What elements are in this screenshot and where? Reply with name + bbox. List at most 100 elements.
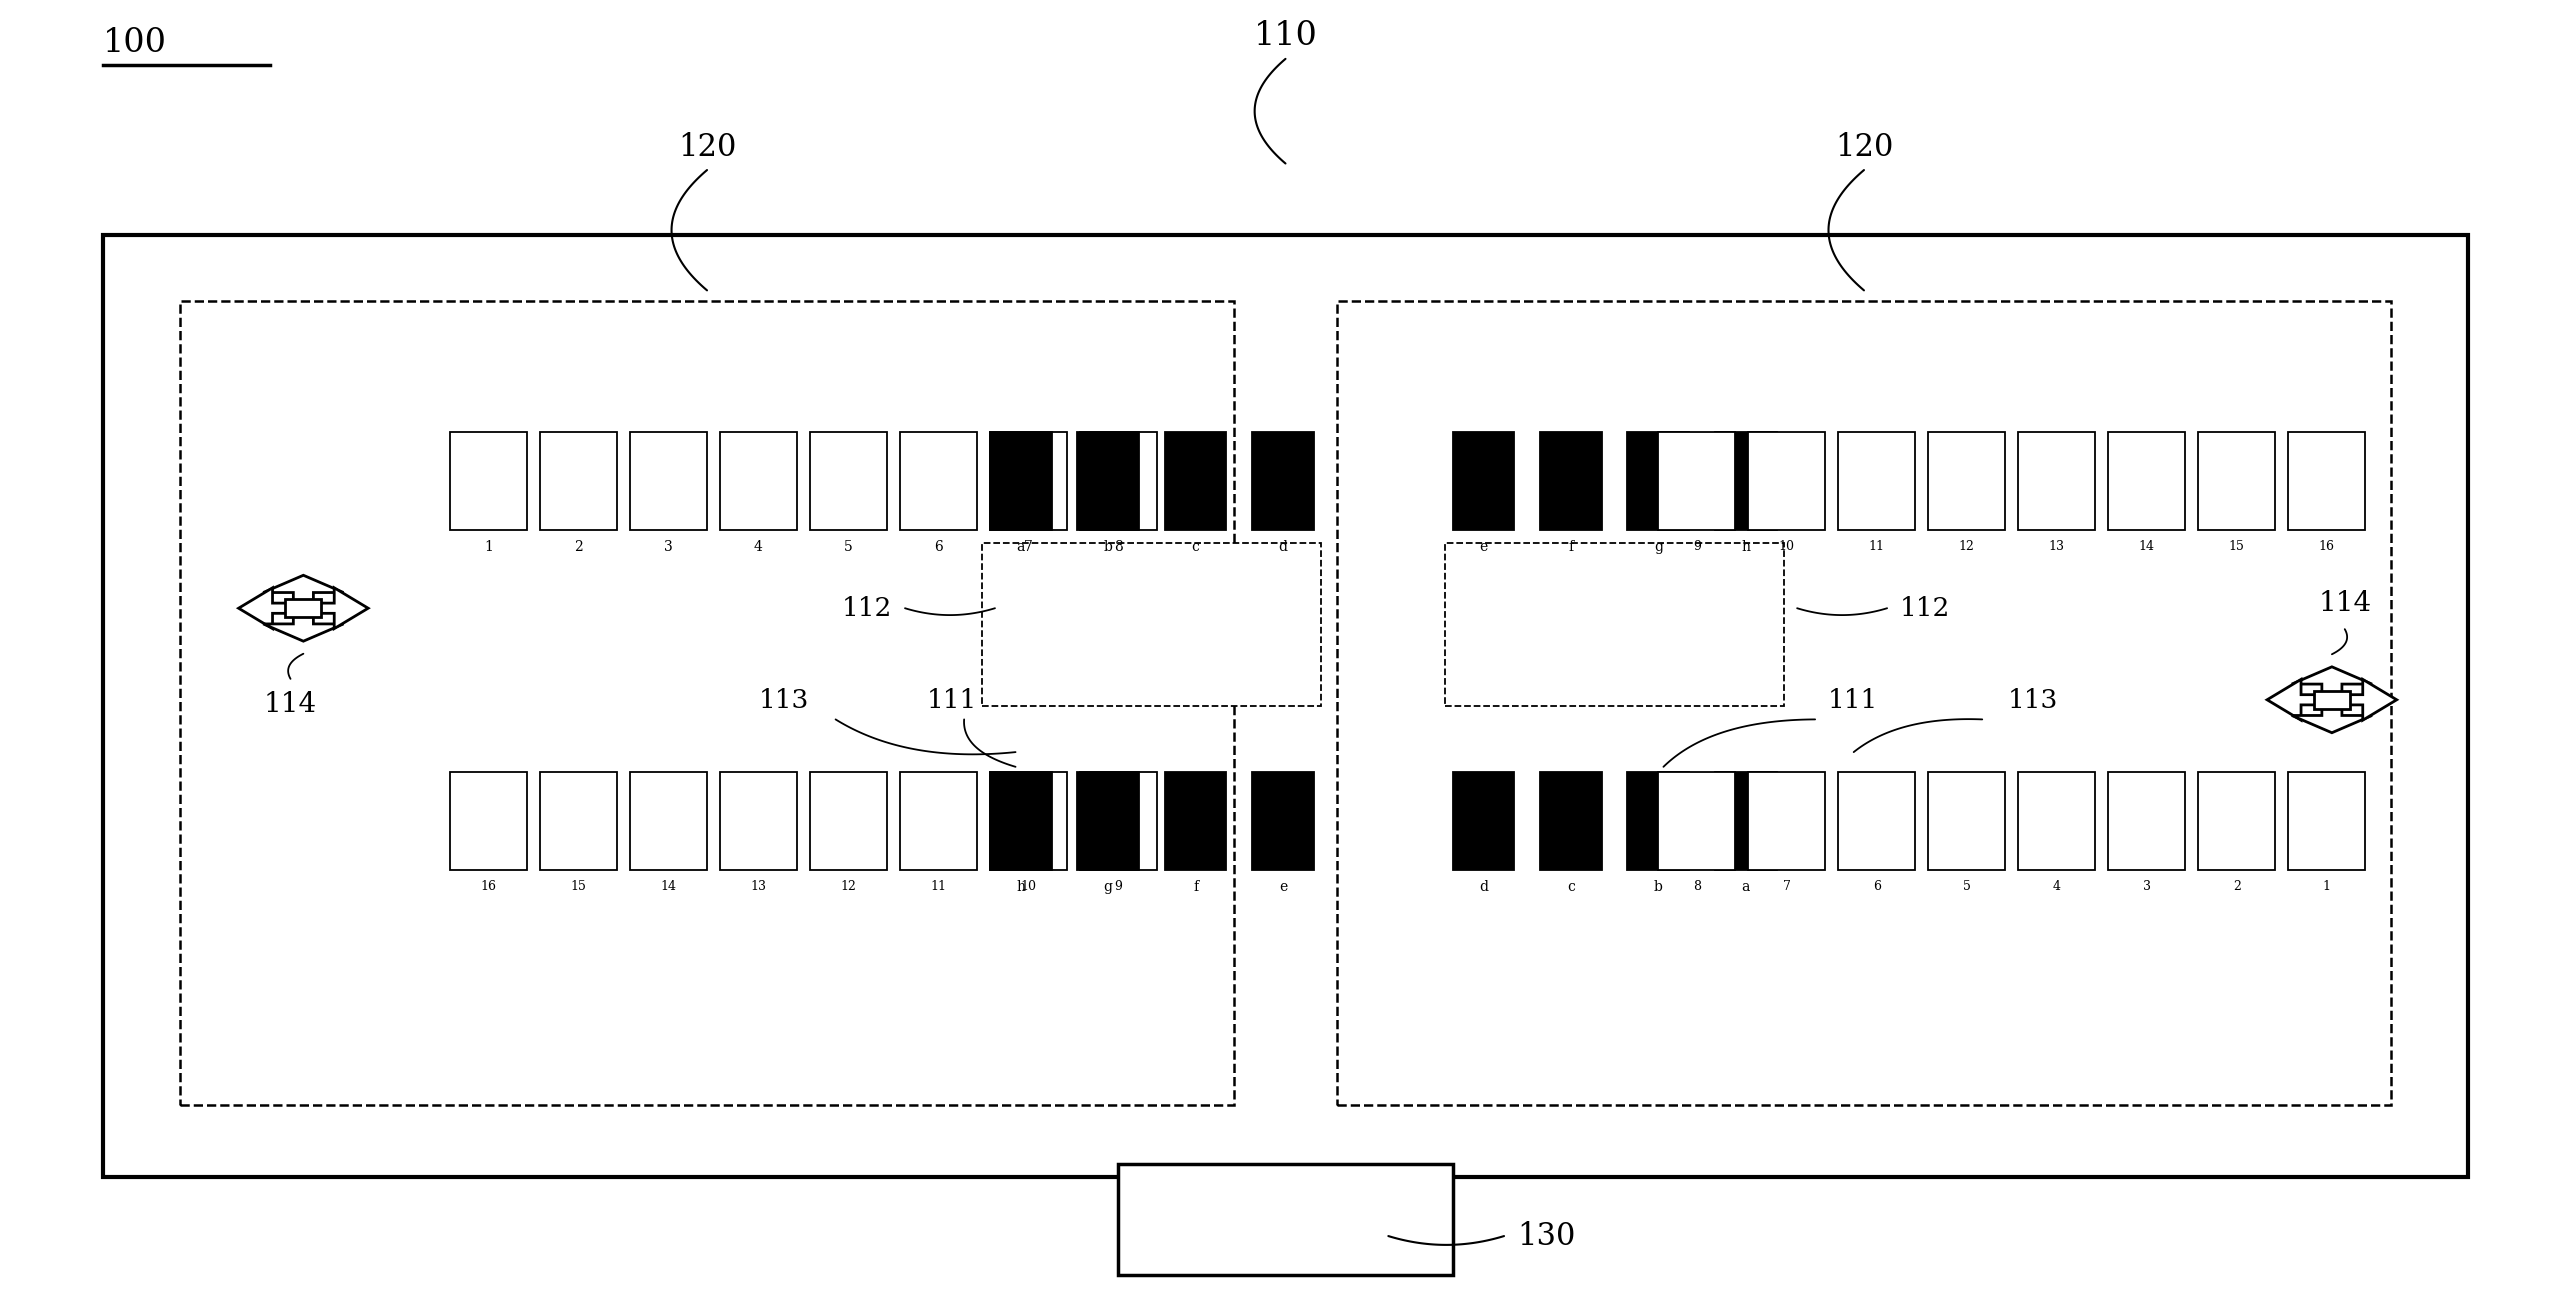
Text: 14: 14 [661, 880, 676, 893]
Polygon shape [239, 587, 303, 629]
Text: e: e [1278, 880, 1288, 895]
Text: 7: 7 [1023, 540, 1034, 555]
Text: 113: 113 [758, 688, 810, 713]
Bar [990, 432, 1052, 530]
Bar [2108, 432, 2185, 530]
Bar [2314, 691, 2350, 709]
Text: 1: 1 [483, 540, 494, 555]
Bar [1118, 1164, 1453, 1275]
Text: 4: 4 [2052, 880, 2062, 893]
Text: g: g [1653, 540, 1663, 555]
Bar [1252, 772, 1314, 870]
Bar [720, 772, 797, 870]
Bar [1658, 772, 1735, 870]
Text: d: d [1278, 540, 1288, 555]
Text: 11: 11 [931, 880, 946, 893]
Bar [1165, 772, 1226, 870]
Bar [630, 432, 707, 530]
Text: b: b [1653, 880, 1663, 895]
Text: f: f [1568, 540, 1573, 555]
Text: 13: 13 [751, 880, 766, 893]
Bar [810, 432, 887, 530]
Text: a: a [1741, 880, 1751, 895]
Text: d: d [1478, 880, 1489, 895]
Text: 111: 111 [1828, 688, 1879, 713]
Polygon shape [2332, 679, 2396, 721]
Text: 110: 110 [1255, 21, 1316, 52]
Bar [1453, 772, 1514, 870]
Text: 112: 112 [1900, 595, 1951, 621]
Text: 12: 12 [1959, 540, 1975, 553]
Text: 5: 5 [843, 540, 854, 555]
Bar [1337, 301, 2391, 1105]
Bar [540, 432, 617, 530]
Bar [2198, 772, 2275, 870]
Bar [1445, 543, 1784, 706]
Text: f: f [1193, 880, 1198, 895]
Text: 14: 14 [2139, 540, 2154, 553]
Bar [1928, 772, 2005, 870]
Polygon shape [262, 608, 345, 641]
Bar [1838, 772, 1915, 870]
Text: 3: 3 [663, 540, 674, 555]
Text: g: g [1103, 880, 1113, 895]
Text: c: c [1190, 540, 1201, 555]
Bar [1715, 772, 1777, 870]
Text: 114: 114 [2319, 590, 2370, 617]
Bar [990, 432, 1067, 530]
Bar [2018, 432, 2095, 530]
Text: 100: 100 [103, 27, 167, 59]
Text: 15: 15 [571, 880, 586, 893]
Text: a: a [1016, 540, 1026, 555]
Text: 15: 15 [2229, 540, 2244, 553]
Text: 13: 13 [2049, 540, 2065, 553]
Text: 120: 120 [1836, 132, 1892, 164]
Bar [1077, 432, 1139, 530]
Bar [1540, 432, 1602, 530]
Text: 6: 6 [1872, 880, 1882, 893]
Bar [2018, 772, 2095, 870]
Text: h: h [1016, 880, 1026, 895]
Bar [450, 432, 527, 530]
Text: 111: 111 [926, 688, 977, 713]
Text: 7: 7 [1782, 880, 1792, 893]
Text: 10: 10 [1021, 880, 1036, 893]
Bar [1252, 432, 1314, 530]
Text: b: b [1103, 540, 1113, 555]
Bar [540, 772, 617, 870]
Bar [810, 772, 887, 870]
Polygon shape [303, 587, 368, 629]
Text: 112: 112 [841, 595, 892, 621]
Bar [450, 772, 527, 870]
Text: 9: 9 [1113, 880, 1124, 893]
Bar [285, 599, 321, 617]
Bar [2198, 432, 2275, 530]
Text: 1: 1 [2322, 880, 2332, 893]
Bar [990, 772, 1052, 870]
Text: 3: 3 [2142, 880, 2152, 893]
Text: 4: 4 [753, 540, 764, 555]
Text: 130: 130 [1517, 1220, 1576, 1252]
Bar [1080, 432, 1157, 530]
Text: h: h [1741, 540, 1751, 555]
Bar [1658, 432, 1735, 530]
Bar [720, 432, 797, 530]
Text: 113: 113 [2008, 688, 2059, 713]
Bar [1748, 772, 1825, 870]
Bar [1627, 772, 1689, 870]
Polygon shape [262, 576, 345, 608]
Text: 2: 2 [573, 540, 584, 555]
Bar [1077, 772, 1139, 870]
Bar [1540, 772, 1602, 870]
Text: 16: 16 [481, 880, 496, 893]
Bar [1838, 432, 1915, 530]
Bar [630, 772, 707, 870]
Text: 9: 9 [1692, 540, 1702, 553]
Bar [180, 301, 1234, 1105]
Bar [900, 772, 977, 870]
Polygon shape [2268, 679, 2332, 721]
Polygon shape [2291, 667, 2373, 700]
Text: 8: 8 [1113, 540, 1124, 555]
Text: 120: 120 [679, 132, 735, 164]
Text: 6: 6 [933, 540, 944, 555]
